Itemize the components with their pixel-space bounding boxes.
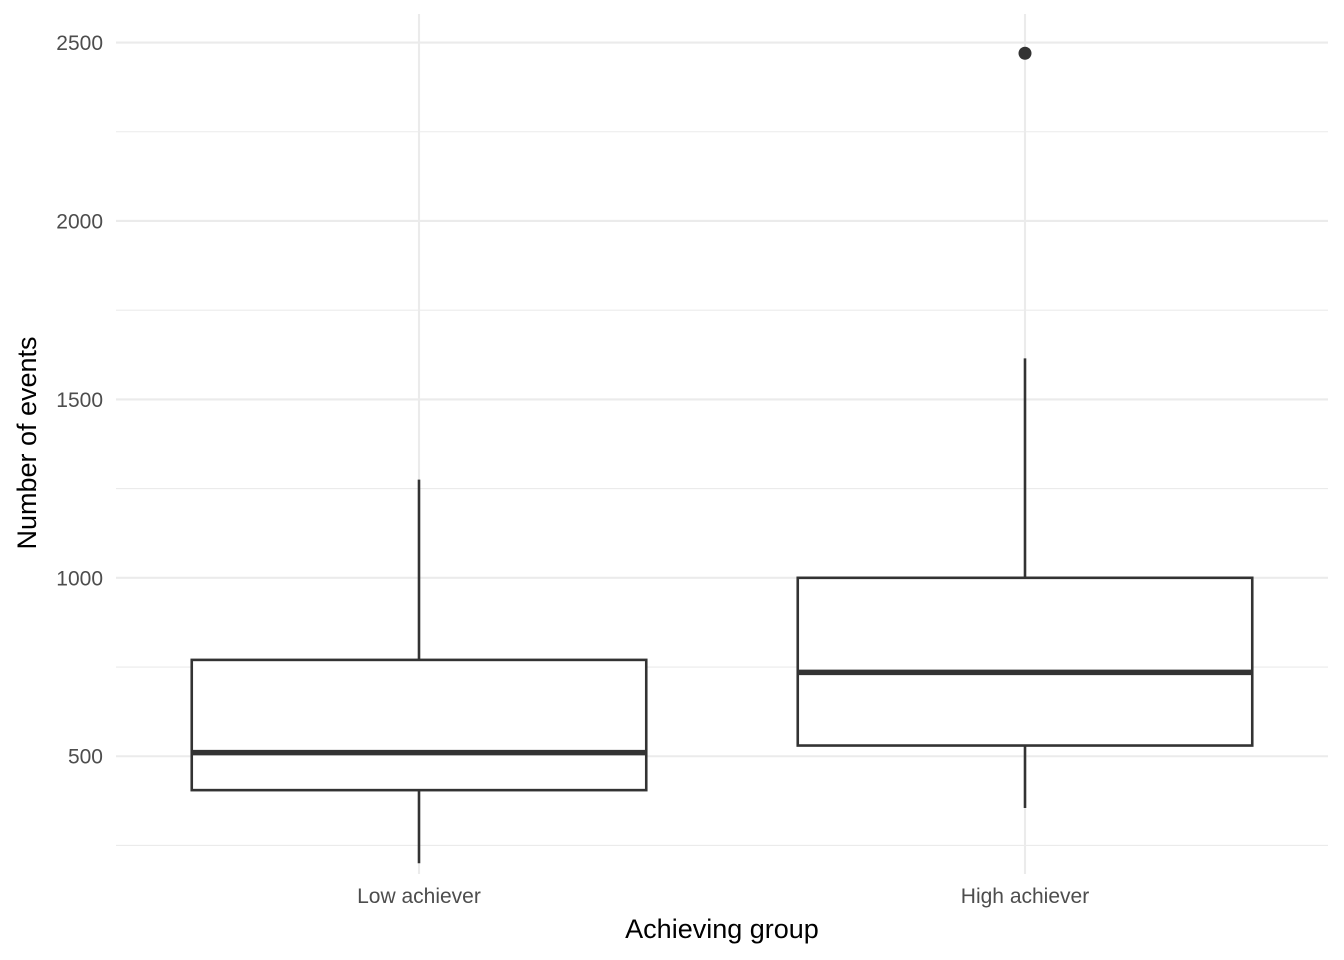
box-iqr — [190, 658, 648, 792]
box-iqr — [796, 576, 1254, 747]
x-tick-label: High achiever — [961, 885, 1089, 908]
x-axis-title: Achieving group — [625, 914, 819, 944]
y-axis-tick-labels: 500 1000 1500 2000 2500 — [56, 32, 103, 769]
y-tick-label: 1500 — [56, 389, 103, 412]
y-tick-label: 2000 — [56, 210, 103, 233]
boxes-layer — [190, 46, 1254, 864]
y-tick-label: 2500 — [56, 32, 103, 55]
box-group — [796, 46, 1254, 808]
x-axis-tick-labels: Low achiever High achiever — [357, 885, 1089, 908]
outlier-point — [1018, 46, 1032, 60]
y-tick-label: 1000 — [56, 567, 103, 590]
y-axis-title: Number of events — [12, 336, 42, 549]
y-tick-label: 500 — [68, 746, 103, 769]
box-group — [190, 479, 648, 864]
x-tick-label: Low achiever — [357, 885, 481, 908]
